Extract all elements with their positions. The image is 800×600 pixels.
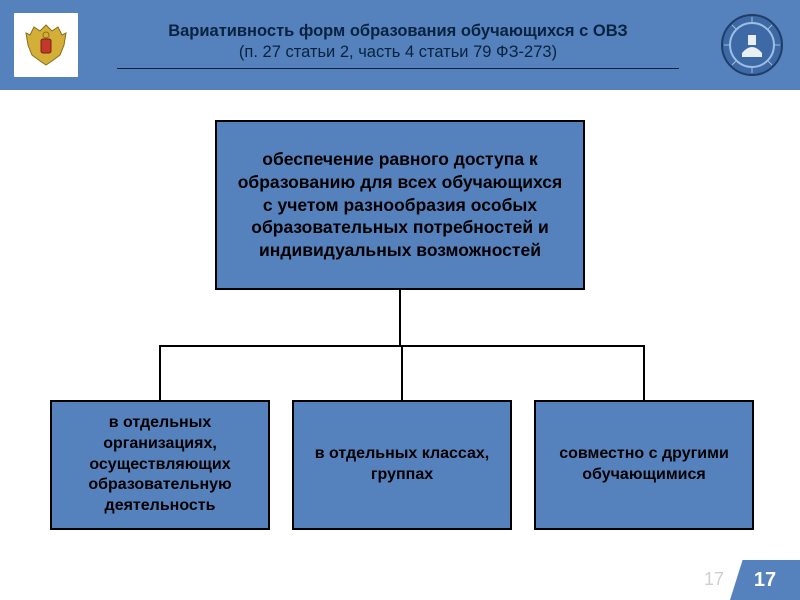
root-node-text: обеспечение равного доступа к образовани… bbox=[231, 148, 569, 262]
title-line-2: (п. 27 статьи 2, часть 4 статьи 79 ФЗ-27… bbox=[86, 42, 710, 63]
child-node-1: в отдельных организациях, осуществляющих… bbox=[50, 400, 270, 530]
child-node-3-text: совместно с другими обучающимися bbox=[550, 444, 738, 486]
header-bar: Вариативность форм образования обучающих… bbox=[0, 0, 800, 90]
connector-stem bbox=[399, 290, 401, 345]
connector-drop-1 bbox=[159, 345, 161, 400]
child-node-1-text: в отдельных организациях, осуществляющих… bbox=[66, 413, 254, 517]
title-underline bbox=[117, 68, 679, 69]
root-node: обеспечение равного доступа к образовани… bbox=[215, 120, 585, 290]
title-line-1: Вариативность форм образования обучающих… bbox=[86, 21, 710, 42]
connector-drop-2 bbox=[401, 345, 403, 400]
slide: Вариативность форм образования обучающих… bbox=[0, 0, 800, 600]
header-title-block: Вариативность форм образования обучающих… bbox=[78, 21, 718, 69]
org-chart: обеспечение равного доступа к образовани… bbox=[0, 90, 800, 550]
connector-drop-3 bbox=[643, 345, 645, 400]
page-number-badge: 17 bbox=[730, 560, 800, 600]
child-node-3: совместно с другими обучающимися bbox=[534, 400, 754, 530]
child-node-2-text: в отдельных классах, группах bbox=[308, 444, 496, 486]
page-number-ghost: 17 bbox=[704, 569, 724, 590]
page-number: 17 bbox=[754, 569, 776, 592]
child-node-2: в отдельных классах, группах bbox=[292, 400, 512, 530]
ru-coat-of-arms-icon bbox=[14, 13, 78, 77]
edu-badge-icon bbox=[718, 11, 786, 79]
